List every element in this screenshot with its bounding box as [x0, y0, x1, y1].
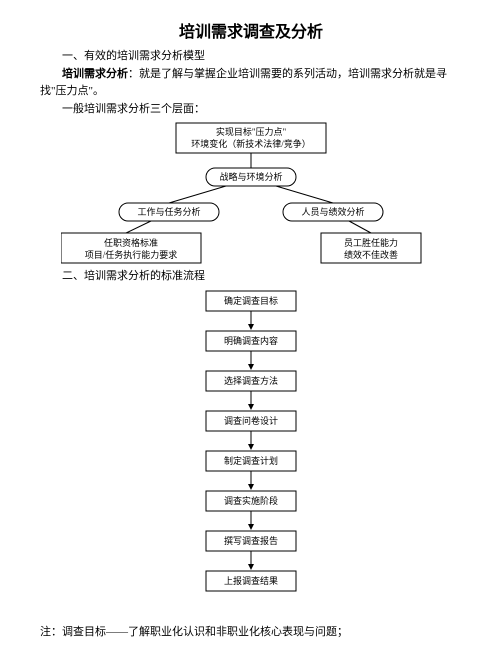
flow-s3: 选择调查方法 [224, 375, 278, 386]
section1-bold: 培训需求分析 [62, 68, 128, 80]
flow-s6: 调查实施阶段 [224, 495, 278, 506]
tree-right-leaf1: 员工胜任能力 [344, 237, 398, 248]
tree-diagram: 实现目标"压力点" 环境变化（新技术法律/竞争） 战略与环境分析 工作与任务分析… [40, 118, 462, 268]
flow-diagram: 确定调查目标 明确调查内容 选择调查方法 调查问卷设计 制定调查计划 调查实施阶… [40, 286, 462, 616]
tree-left-mid: 工作与任务分析 [137, 206, 200, 217]
flow-s5: 制定调查计划 [224, 455, 278, 466]
flow-s4: 调查问卷设计 [224, 415, 278, 426]
footnote: 注：调查目标——了解职业化认识和非职业化核心表现与问题； [40, 624, 462, 642]
section1-line2: 一般培训需求分析三个层面： [40, 101, 462, 119]
tree-right-leaf2: 绩效不佳改善 [344, 249, 398, 260]
section2-heading: 二、培训需求分析的标准流程 [40, 268, 462, 286]
flow-s7: 撰写调查报告 [224, 535, 278, 546]
section1-heading: 一、有效的培训需求分析模型 [40, 48, 462, 66]
section1-body: 培训需求分析：就是了解与掌握企业培训需要的系列活动，培训需求分析就是寻找"压力点… [40, 66, 462, 101]
tree-left-leaf2: 项目/任务执行能力要求 [85, 249, 178, 260]
tree-mid: 战略与环境分析 [219, 171, 282, 182]
flow-svg: 确定调查目标 明确调查内容 选择调查方法 调查问卷设计 制定调查计划 调查实施阶… [176, 286, 326, 616]
flow-s1: 确定调查目标 [224, 295, 278, 306]
flow-s8: 上报调查结果 [224, 575, 278, 586]
tree-svg: 实现目标"压力点" 环境变化（新技术法律/竞争） 战略与环境分析 工作与任务分析… [61, 118, 441, 268]
tree-top1: 实现目标"压力点" [216, 126, 287, 137]
tree-right-mid: 人员与绩效分析 [301, 206, 364, 217]
page-title: 培训需求调查及分析 [40, 18, 462, 42]
tree-top2: 环境变化（新技术法律/竞争） [191, 138, 311, 149]
tree-left-leaf1: 任职资格标准 [104, 237, 158, 248]
flow-s2: 明确调查内容 [224, 335, 278, 346]
